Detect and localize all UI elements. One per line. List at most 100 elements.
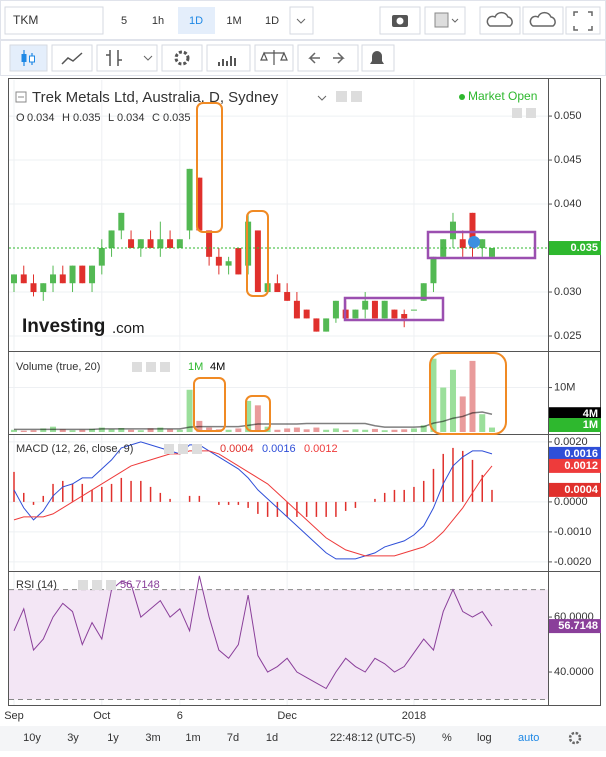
interval-button[interactable]: 1h [152,15,164,27]
candle-body [118,212,125,231]
bar [59,429,66,432]
eye-icon[interactable] [78,580,88,590]
bar [442,453,444,502]
indicator-title: RSI (14) [16,579,57,591]
legend-value: 0.0004 [220,443,254,455]
y-tick-label: 0.025 [554,330,582,342]
bar [206,427,213,432]
compare-button[interactable] [96,44,158,72]
bar [305,501,308,517]
interval-button[interactable]: 5 [121,15,127,27]
undo-redo[interactable] [297,44,359,72]
save-button[interactable] [522,6,564,35]
candle-body [479,239,486,249]
indicator-button[interactable] [51,44,93,72]
y-tick-label: 0.040 [554,198,582,210]
range-button[interactable]: 1m [185,732,200,744]
panel-button[interactable] [512,108,522,118]
settings-icon[interactable] [146,362,156,372]
bar [393,489,396,502]
settings-icon[interactable] [92,580,102,590]
y-tick-label: -0.0020 [554,556,591,568]
bar [313,427,320,432]
footer-option[interactable]: log [477,732,492,744]
eye-icon[interactable] [336,91,347,102]
bar [198,495,201,502]
bar [11,429,17,432]
bar [91,489,93,502]
close-icon[interactable] [160,362,170,372]
bar [403,489,405,502]
eye-icon[interactable] [132,362,142,372]
footer-option[interactable]: auto [518,732,539,744]
bar [257,501,259,514]
footer-settings[interactable] [568,731,582,745]
range-button[interactable]: 7d [227,732,239,744]
settings-icon[interactable] [178,444,188,454]
range-button[interactable]: 3y [67,732,79,744]
close-icon[interactable] [192,444,202,454]
bar [471,459,474,502]
indicator-title: MACD (12, 26, close, 9) [16,443,133,455]
ohlc-value: 0.034 [27,112,55,124]
bar [452,447,454,502]
interval-button[interactable]: 1M [226,15,241,27]
event-marker[interactable] [468,236,480,248]
line [13,441,493,560]
plot-layer: Sep Oct 6 Dec 2018 0.050 0.045 0.040 0.030 0.025 0… [4,80,601,722]
chart-title: Trek Metals Ltd, Australia, D, Sydney [32,89,279,106]
symbol[interactable]: TKM [13,13,38,27]
bar [176,429,183,432]
fullscreen-button[interactable] [565,6,601,35]
volume-button[interactable] [206,44,251,72]
candle-body [303,309,310,319]
candle-body [352,309,359,319]
range-button[interactable]: 1y [107,732,119,744]
bar [89,428,96,432]
bar [23,492,25,502]
candles-button[interactable] [9,44,48,72]
interval-dropdown[interactable] [289,6,314,35]
panel-button[interactable] [526,108,536,118]
candle-body [449,221,456,240]
candle-body [381,300,388,319]
load-button[interactable] [479,6,521,35]
highlight-box[interactable] [429,352,507,435]
symbol-box[interactable] [4,6,104,35]
highlight-box[interactable] [193,377,226,432]
settings-icon[interactable] [351,91,362,102]
range-button[interactable]: 3m [145,732,160,744]
title-arrow[interactable] [317,95,327,101]
candle-body [98,248,105,266]
bar [362,429,369,432]
highlight-box[interactable] [196,102,223,233]
bar [479,414,486,432]
interval-button[interactable]: 1D [189,15,203,27]
price-badge [549,482,601,497]
cloud-down-icon [486,11,513,27]
settings-button[interactable] [161,44,203,72]
footer-option[interactable]: % [442,732,452,744]
range-box[interactable] [426,230,537,260]
highlight-box[interactable] [246,210,269,297]
eye-icon[interactable] [164,444,174,454]
candle-body [459,239,466,249]
highlight-box[interactable] [245,395,271,432]
bar [237,501,240,505]
bar [440,387,447,432]
indicator-icons [78,362,202,590]
candle-body [489,248,495,257]
range-button[interactable]: 1d [266,732,278,744]
bar [42,495,45,502]
bar [79,429,86,432]
close-icon[interactable] [106,580,116,590]
bar [352,429,359,432]
collapse-icon[interactable] [15,91,27,103]
dropdown-arrow [296,18,306,24]
range-box[interactable] [343,296,445,322]
bar [449,369,456,432]
bar [32,501,35,505]
candle-body [313,318,320,332]
interval-button[interactable]: 1D [265,15,279,27]
range-button[interactable]: 10y [23,732,41,744]
